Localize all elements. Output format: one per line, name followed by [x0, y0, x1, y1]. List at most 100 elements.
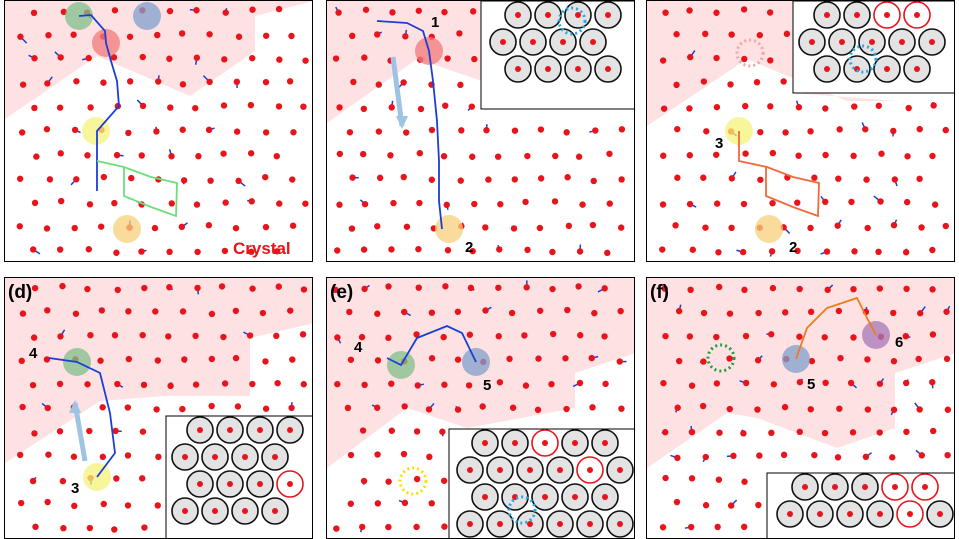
particle — [360, 477, 368, 485]
inset-particle-center — [575, 66, 581, 72]
particle — [659, 57, 667, 64]
particle — [416, 149, 424, 157]
particle — [16, 451, 24, 459]
particle — [413, 475, 421, 483]
particle — [442, 102, 449, 109]
particle — [97, 223, 105, 230]
particle — [740, 6, 748, 13]
particle — [440, 477, 448, 484]
particle — [864, 224, 871, 232]
particle — [673, 81, 680, 89]
particle — [166, 55, 173, 62]
particle — [18, 129, 26, 136]
particle — [522, 198, 529, 206]
particle — [403, 129, 410, 136]
particle — [128, 174, 135, 182]
particle — [246, 332, 254, 339]
panel-f-canvas — [647, 278, 954, 538]
particle — [850, 334, 857, 341]
particle — [235, 177, 242, 185]
particle — [19, 81, 27, 88]
inset-particle-center — [287, 481, 293, 487]
particle — [335, 9, 342, 16]
particle — [43, 225, 51, 232]
particle — [552, 152, 559, 160]
particle — [73, 176, 80, 183]
particle — [362, 6, 370, 13]
particle — [100, 79, 107, 86]
particle — [46, 176, 54, 183]
inset-particle-center — [839, 39, 845, 45]
particle — [767, 57, 774, 64]
particle — [877, 198, 884, 205]
particle — [674, 404, 681, 411]
panel-a-canvas — [5, 1, 312, 256]
particle — [222, 9, 229, 16]
particle — [140, 381, 148, 389]
particle — [659, 246, 666, 253]
inset-particle-center — [884, 66, 890, 72]
particle — [508, 309, 516, 317]
particle — [523, 284, 530, 291]
particle — [57, 197, 65, 205]
particle — [742, 332, 750, 340]
particle — [686, 7, 693, 14]
particle — [302, 200, 309, 207]
particle — [84, 285, 91, 293]
inset-particle-center — [877, 511, 883, 517]
particle — [60, 524, 67, 532]
inset-particle-center — [557, 521, 563, 527]
particle — [467, 284, 475, 292]
particle — [232, 354, 240, 362]
particle — [689, 246, 697, 253]
inset-particle-center — [907, 511, 913, 517]
particle — [864, 356, 871, 363]
particle — [535, 355, 542, 362]
particle — [469, 8, 477, 15]
particle — [112, 427, 119, 435]
particle — [713, 54, 720, 62]
particle — [576, 248, 584, 255]
particle — [466, 331, 474, 338]
particle — [601, 285, 608, 292]
crystal-region — [5, 278, 312, 463]
inset-particle-center — [824, 12, 830, 18]
particle — [221, 380, 229, 387]
particle — [43, 126, 51, 133]
marker-4: 4 — [29, 345, 38, 362]
particle — [262, 78, 270, 86]
orange-highlight — [113, 215, 141, 243]
panel-label-e: (e) — [330, 282, 354, 303]
particle — [336, 201, 343, 208]
particle — [807, 128, 814, 135]
particle — [757, 128, 764, 136]
particle — [346, 308, 353, 316]
inset-particle-center — [272, 508, 278, 514]
particle — [482, 307, 489, 314]
inset-particle-center — [212, 454, 218, 460]
particle — [233, 78, 241, 86]
particle — [454, 406, 462, 413]
particle — [413, 523, 420, 531]
particle — [29, 477, 37, 485]
particle — [388, 246, 395, 253]
particle — [811, 451, 818, 459]
particle — [348, 225, 356, 232]
particle — [714, 523, 721, 531]
inset-particle-center — [557, 467, 563, 473]
particle — [878, 150, 885, 157]
particle — [483, 127, 490, 134]
particle — [916, 175, 923, 183]
particle — [549, 330, 557, 338]
particle — [111, 332, 119, 339]
particle — [275, 5, 283, 13]
particle — [166, 7, 174, 15]
particle — [334, 334, 341, 341]
particle — [361, 200, 369, 208]
particle — [113, 249, 120, 256]
particle — [179, 126, 186, 133]
particle — [300, 286, 308, 293]
particle — [836, 126, 843, 133]
particle — [413, 331, 420, 338]
particle — [180, 177, 188, 184]
